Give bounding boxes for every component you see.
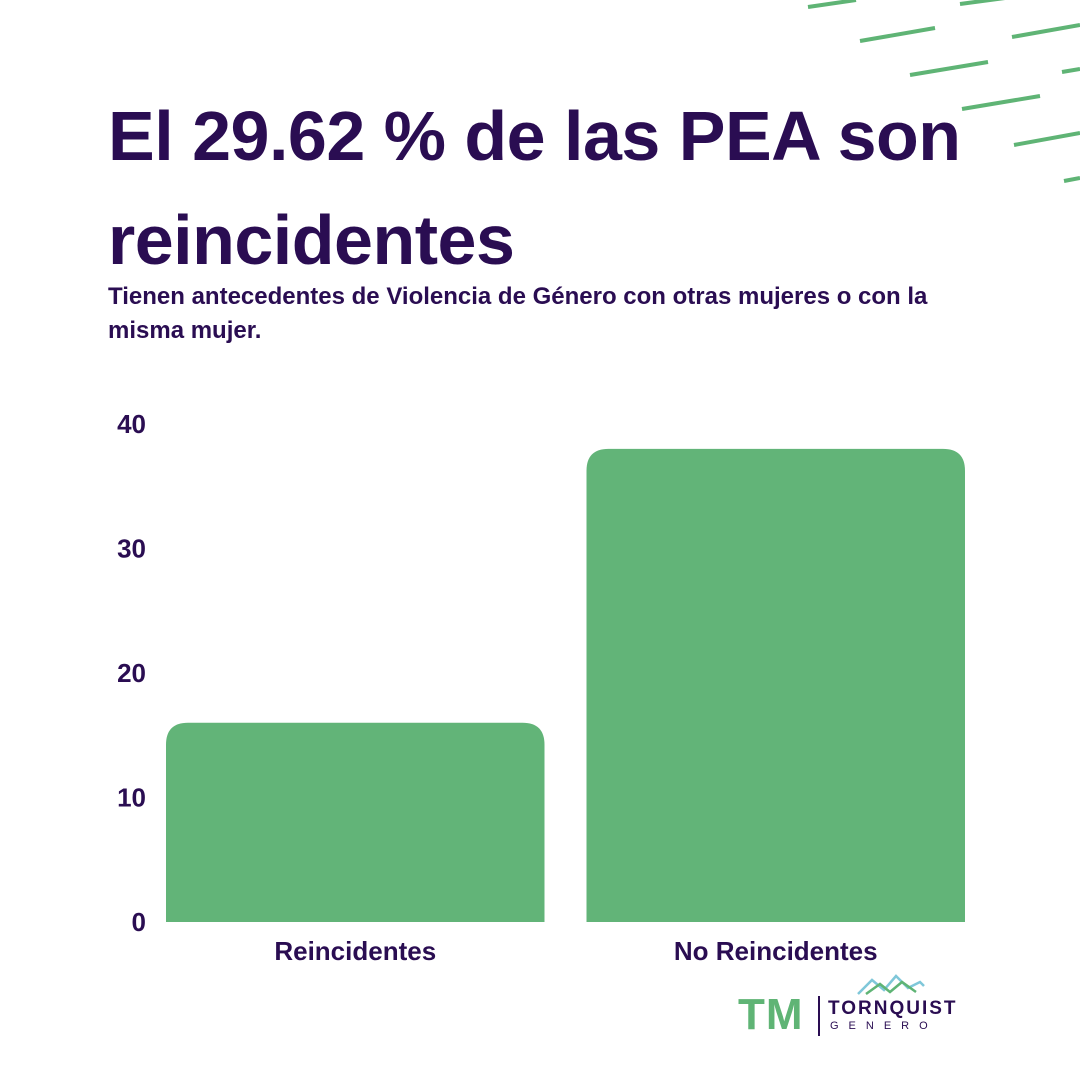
y-tick-label: 10 <box>117 783 146 813</box>
logo-divider <box>818 996 820 1036</box>
decorative-stripes <box>807 0 1080 183</box>
mountains-icon <box>857 974 925 996</box>
y-tick-label: 0 <box>132 907 146 937</box>
logo-subtitle: GENERO <box>830 1020 938 1032</box>
y-tick-label: 40 <box>117 409 146 439</box>
y-tick-label: 30 <box>117 534 146 564</box>
bar-chart: 0 10 20 30 40 Reincidentes No Reincidentes <box>117 409 965 966</box>
bar-reincidentes <box>166 722 545 922</box>
brand-logo: TM TORNQUIST GENERO <box>738 972 978 1042</box>
bar-no-reincidentes <box>586 448 965 922</box>
page-subtitle: Tienen antecedentes de Violencia de Géne… <box>108 283 928 344</box>
x-category-label: No Reincidentes <box>674 936 878 966</box>
logo-mark: TM <box>738 990 804 1039</box>
logo-name: TORNQUIST <box>828 998 958 1019</box>
x-category-label: Reincidentes <box>274 936 436 966</box>
page-title: El 29.62 % de las PEA son reincidentes <box>108 97 961 279</box>
y-tick-label: 20 <box>117 658 146 688</box>
